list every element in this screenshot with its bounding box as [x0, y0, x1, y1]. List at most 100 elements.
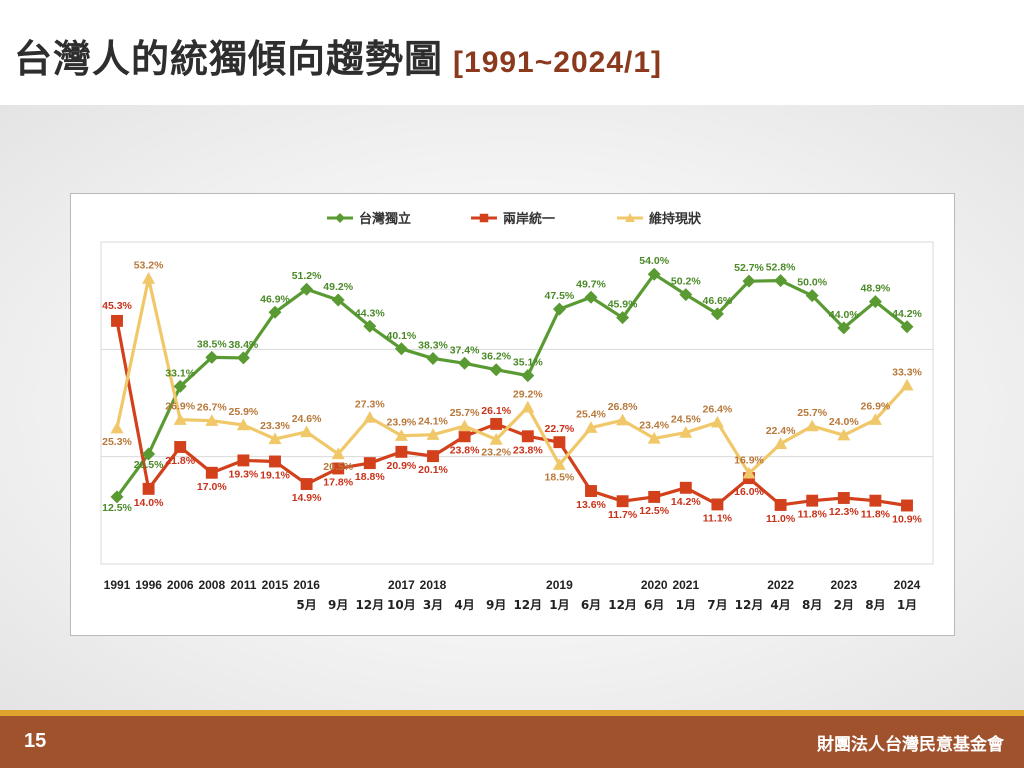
organization-name: 財團法人台灣民意基金會 — [817, 735, 1004, 755]
data-label-independence: 49.2% — [323, 281, 353, 293]
x-tick-year: 1996 — [135, 578, 162, 592]
data-label-unification: 21.8% — [165, 455, 195, 467]
x-tick-month: 6月 — [644, 598, 664, 612]
data-point-unification — [332, 462, 345, 475]
data-point-independence — [552, 302, 566, 316]
x-tick-year: 2018 — [420, 578, 447, 592]
data-point-status_quo — [394, 429, 408, 441]
data-label-status_quo: 18.5% — [545, 472, 575, 484]
data-label-status_quo: 25.7% — [797, 407, 827, 419]
legend-marker-unification — [479, 213, 489, 223]
data-label-unification: 22.7% — [545, 423, 575, 435]
trend-line-chart: 台灣獨立 兩岸統一 維持現狀 12.5% 20.5% 33.1% 38.5% 38.4% 46.… — [100, 211, 934, 612]
data-point-status_quo — [110, 421, 124, 434]
data-label-status_quo: 25.9% — [229, 406, 259, 418]
data-label-unification: 20.9% — [387, 460, 417, 472]
legend-label-status_quo: 維持現狀 — [649, 211, 702, 227]
data-label-unification: 17.0% — [197, 481, 227, 493]
data-label-unification: 45.3% — [102, 300, 132, 312]
chart-panel: 台灣獨立 兩岸統一 維持現狀 12.5% 20.5% 33.1% 38.5% 38.4% 46.… — [70, 193, 955, 636]
data-point-unification — [490, 417, 503, 430]
data-point-status_quo — [837, 428, 851, 441]
data-label-independence: 44.2% — [892, 308, 922, 320]
data-point-independence — [647, 267, 661, 281]
data-label-independence: 38.5% — [197, 338, 227, 350]
data-label-status_quo: 23.3% — [260, 420, 290, 432]
data-label-status_quo: 23.4% — [639, 419, 669, 431]
data-label-unification: 11.1% — [703, 512, 733, 524]
data-point-unification — [648, 490, 661, 503]
x-tick-month: 1月 — [676, 598, 696, 612]
x-tick-month: 7月 — [707, 598, 727, 612]
data-label-status_quo: 26.9% — [861, 401, 891, 413]
data-label-unification: 11.8% — [861, 509, 891, 521]
data-label-independence: 44.3% — [355, 307, 385, 319]
data-label-independence: 48.9% — [861, 283, 891, 295]
data-point-unification — [711, 498, 724, 511]
data-label-independence: 47.5% — [545, 290, 575, 302]
data-point-unification — [269, 455, 281, 468]
data-label-status_quo: 26.8% — [608, 401, 638, 413]
data-label-unification: 18.8% — [355, 471, 385, 483]
data-label-status_quo: 22.4% — [766, 425, 796, 437]
x-tick-month: 8月 — [802, 598, 822, 612]
x-tick-year: 2017 — [388, 578, 415, 592]
data-label-independence: 50.2% — [671, 276, 701, 288]
x-tick-month: 4月 — [770, 598, 790, 612]
data-point-independence — [868, 295, 882, 309]
data-point-unification — [395, 445, 408, 458]
data-point-status_quo — [647, 431, 661, 444]
data-label-status_quo: 53.2% — [134, 259, 164, 271]
data-label-unification: 14.0% — [134, 497, 164, 509]
data-label-independence: 40.1% — [387, 330, 417, 342]
data-point-unification — [174, 441, 187, 453]
data-point-status_quo — [205, 414, 219, 426]
data-point-unification — [237, 454, 250, 467]
x-tick-month: 3月 — [423, 598, 443, 612]
data-point-independence — [679, 288, 693, 302]
data-point-independence — [426, 351, 440, 365]
data-label-status_quo: 20.5% — [323, 461, 353, 473]
data-point-unification — [679, 481, 692, 494]
x-tick-month: 12月 — [513, 598, 542, 612]
data-label-unification: 23.8% — [513, 444, 543, 456]
data-label-status_quo: 25.7% — [450, 407, 480, 419]
data-point-status_quo — [805, 419, 819, 432]
data-label-independence: 44.0% — [829, 309, 859, 321]
data-label-independence: 50.0% — [797, 277, 827, 289]
data-point-independence — [458, 356, 472, 370]
plot-area — [100, 241, 934, 565]
title-bar: 台灣人的統獨傾向趨勢圖 [1991~2024/1] — [0, 0, 1024, 105]
data-label-status_quo: 23.9% — [387, 417, 417, 429]
x-tick-year: 2023 — [830, 578, 857, 592]
x-tick-month: 9月 — [486, 598, 506, 612]
data-label-independence: 52.8% — [766, 262, 796, 274]
footer-bar: 15 財團法人台灣民意基金會 — [0, 716, 1024, 768]
x-tick-month: 1月 — [897, 598, 917, 612]
data-point-independence — [742, 274, 756, 288]
data-point-status_quo — [774, 437, 788, 449]
data-point-status_quo — [458, 419, 472, 432]
x-tick-month: 10月 — [387, 598, 416, 612]
x-tick-year: 2022 — [767, 578, 794, 592]
data-label-unification: 23.8% — [450, 444, 480, 456]
data-label-unification: 12.3% — [829, 506, 859, 518]
x-tick-year: 2024 — [894, 578, 921, 592]
page-title-text: 台灣人的統獨傾向趨勢圖 — [14, 37, 444, 81]
data-point-independence — [110, 490, 124, 504]
data-point-independence — [236, 351, 250, 365]
x-tick-month: 2月 — [834, 598, 854, 612]
data-label-status_quo: 23.2% — [481, 446, 511, 458]
data-label-unification: 13.6% — [576, 499, 606, 511]
data-point-independence — [584, 290, 598, 304]
x-tick-month: 1月 — [549, 598, 569, 612]
data-point-independence — [142, 447, 156, 461]
data-point-status_quo — [900, 378, 914, 391]
data-point-independence — [616, 311, 630, 325]
data-label-status_quo: 24.1% — [418, 416, 448, 428]
data-point-independence — [521, 369, 535, 383]
data-label-status_quo: 26.4% — [703, 403, 733, 415]
data-point-status_quo — [331, 447, 345, 460]
data-point-independence — [363, 319, 377, 333]
data-point-status_quo — [552, 458, 566, 470]
